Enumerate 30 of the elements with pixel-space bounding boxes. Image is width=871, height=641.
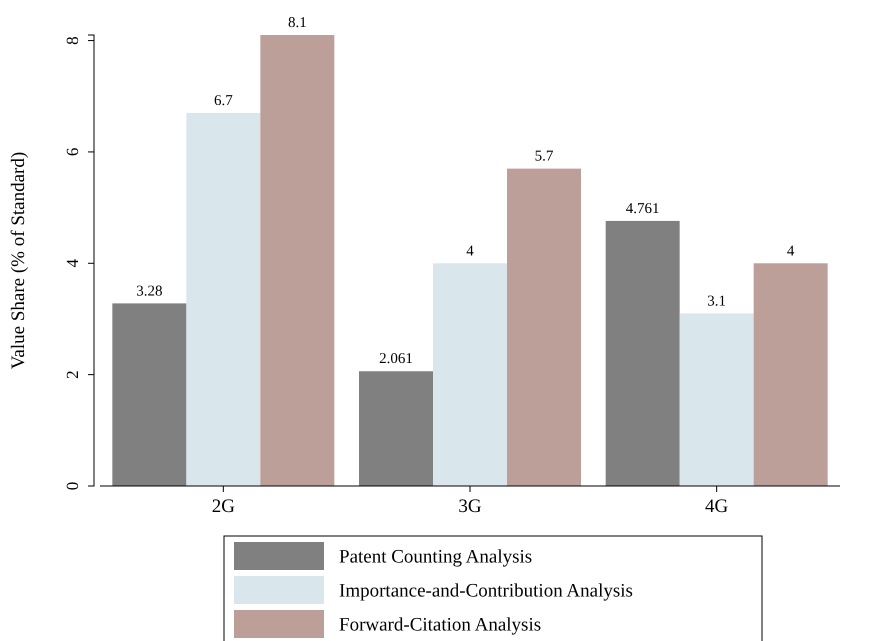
bar [359, 371, 433, 486]
data-label: 6.7 [214, 92, 234, 109]
bar [112, 303, 186, 486]
bar [433, 263, 507, 486]
data-label: 4.761 [626, 200, 660, 217]
y-axis-title: Value Share (% of Standard) [8, 152, 29, 370]
data-label: 4 [786, 243, 795, 260]
data-label: 8.1 [288, 15, 307, 31]
data-label: 2.061 [379, 351, 413, 368]
y-tick-label: 2 [63, 370, 82, 379]
bar [680, 313, 754, 486]
bar [507, 168, 581, 486]
y-tick-label: 6 [63, 148, 82, 156]
legend-label: Forward-Citation Analysis [339, 614, 542, 636]
y-tick-label: 4 [63, 258, 82, 268]
bar [186, 112, 260, 486]
data-label: 5.7 [534, 148, 554, 165]
bar [754, 263, 828, 486]
data-label: 3.28 [136, 283, 162, 300]
y-tick-label: 0 [63, 482, 82, 490]
data-label: 4 [466, 243, 474, 260]
x-tick-label: 4G [705, 496, 729, 518]
data-label: 3.1 [707, 293, 726, 310]
y-tick-label: 8 [63, 36, 82, 45]
bar [260, 35, 334, 486]
x-tick-label: 3G [458, 496, 482, 518]
legend-label: Patent Counting Analysis [339, 546, 532, 568]
bar [606, 220, 680, 486]
x-tick-label: 2G [212, 496, 236, 518]
legend-label: Importance-and-Contribution Analysis [339, 580, 633, 602]
